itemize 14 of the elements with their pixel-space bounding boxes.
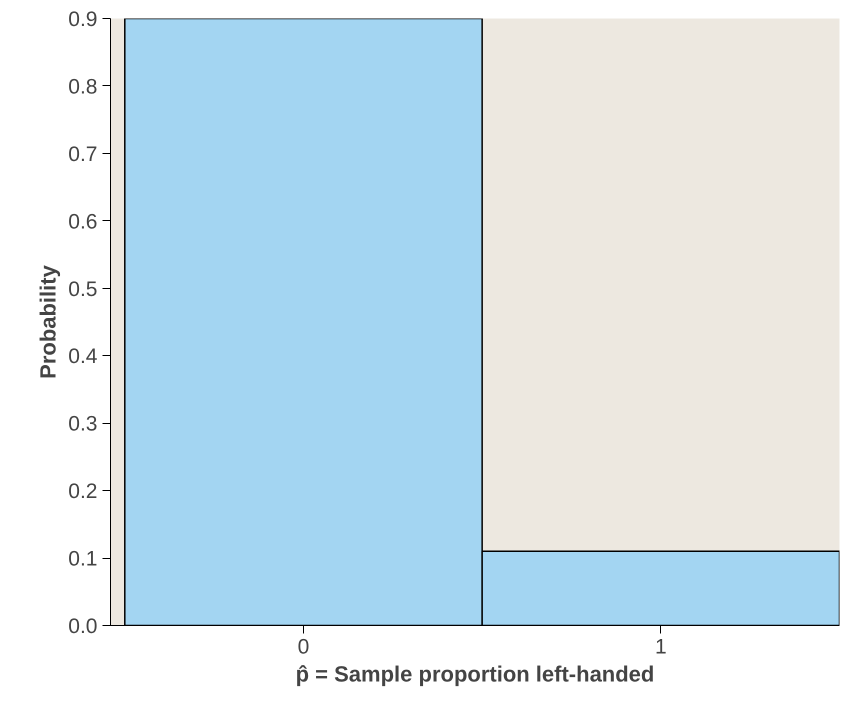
y-tick-label: 0.3: [68, 412, 98, 436]
y-tick-label: 0.0: [68, 615, 98, 638]
y-tick-label: 0.1: [68, 548, 98, 571]
y-axis-title: Probability: [35, 264, 60, 379]
y-tick-label: 0.4: [68, 345, 98, 368]
x-tick-label: 0: [298, 636, 310, 658]
y-tick-label: 0.5: [68, 278, 98, 301]
y-tick-label: 0.6: [68, 210, 98, 234]
y-tick-label: 0.8: [68, 75, 98, 98]
y-tick-label: 0.7: [68, 142, 98, 166]
x-tick-label: 1: [654, 636, 667, 658]
x-axis-title: p̂ = Sample proportion left-handed: [296, 662, 654, 686]
y-tick-label: 0.2: [68, 480, 98, 504]
y-tick-label: 0.9: [68, 8, 98, 31]
